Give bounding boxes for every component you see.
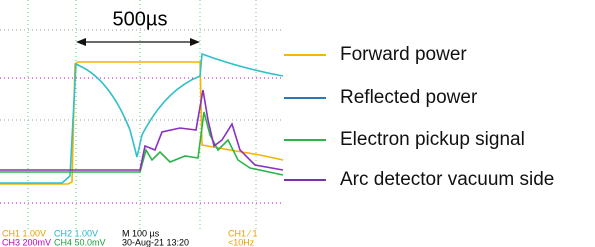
page: 500µs Forward power Reflected power Electr… — [0, 0, 595, 247]
legend: Forward power Reflected power Electron pic… — [284, 44, 554, 190]
legend-label: Forward power — [340, 44, 467, 65]
annotation: 500µs — [113, 8, 168, 30]
trace-arc — [0, 90, 283, 170]
status-text: <10Hz — [228, 237, 255, 247]
legend-label: Electron pickup signal — [340, 129, 525, 150]
legend-label: Arc detector vacuum side — [340, 169, 554, 190]
legend-label: Reflected power — [340, 87, 478, 108]
status-text: CH3 200mV — [2, 237, 51, 247]
scope-grid — [0, 0, 283, 232]
status-text: 30-Aug-21 13:20 — [122, 237, 189, 247]
time-arrow — [76, 38, 200, 46]
status-text: CH4 50.0mV — [54, 237, 106, 247]
traces — [0, 54, 283, 184]
